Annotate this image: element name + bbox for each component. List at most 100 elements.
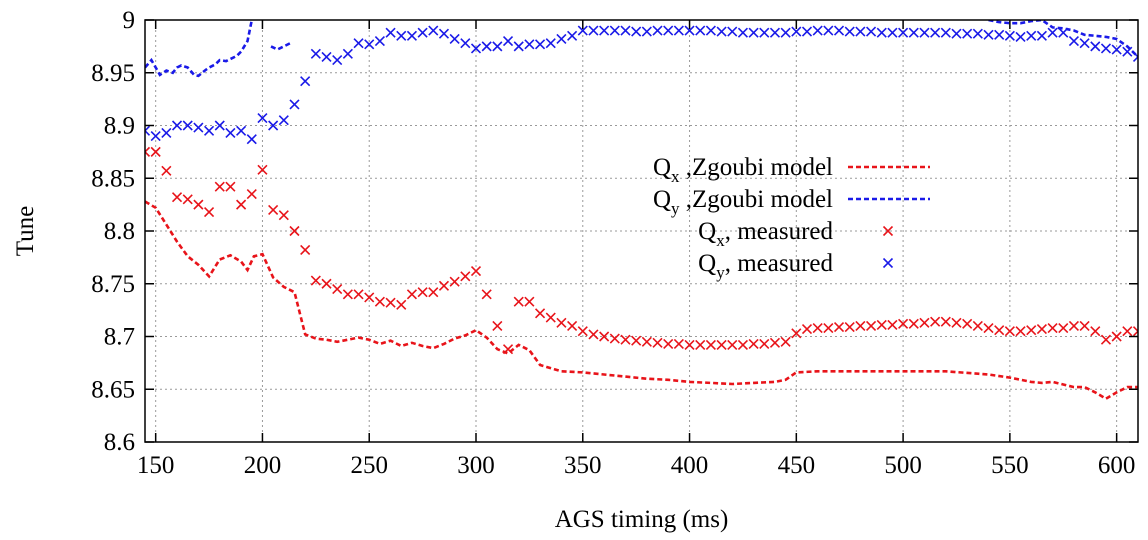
qx_measured-point — [396, 299, 407, 310]
qy_measured-point — [193, 122, 204, 133]
qx_measured-point — [631, 335, 642, 346]
qx_measured-point — [833, 321, 845, 333]
qx_measured-point — [374, 296, 385, 307]
qy_measured-point — [145, 125, 151, 136]
qx_measured-point — [246, 189, 257, 200]
qx_measured-point — [438, 280, 450, 291]
qy_measured-point — [663, 25, 674, 36]
qx_measured-point — [727, 339, 738, 351]
qy_measured-point — [171, 120, 183, 131]
qy_measured-point — [268, 120, 279, 131]
qy_measured-point — [556, 33, 567, 45]
x-tick-label: 400 — [671, 452, 709, 479]
qx_measured-point — [502, 344, 514, 355]
qx_measured-point — [481, 289, 492, 300]
qx_measured-point — [470, 266, 482, 277]
qy_measured-point — [567, 30, 578, 41]
qx_measured-point — [332, 283, 343, 295]
qx_measured-point — [342, 289, 353, 300]
qx_measured-point — [161, 165, 172, 176]
qy_measured-point — [695, 25, 706, 36]
qx_measured-point — [919, 317, 930, 328]
qy_measured-point — [609, 25, 620, 36]
qy_measured-point — [727, 26, 738, 37]
qy_measured-point — [524, 39, 535, 50]
qy_measured-point — [513, 41, 524, 52]
qx_measured-point — [983, 322, 994, 334]
qy_measured-point — [684, 25, 695, 36]
x-tick-label: 500 — [884, 452, 922, 479]
qx_measured-point — [1015, 326, 1026, 337]
qy_measured-point — [801, 26, 813, 37]
qy_measured-point — [492, 41, 503, 52]
qy_measured-point — [502, 36, 514, 47]
qx_measured-point — [1090, 326, 1101, 337]
y-tick-label: 8.75 — [91, 271, 135, 298]
qx_measured-point — [385, 297, 396, 308]
qx_measured-point — [1132, 326, 1138, 337]
qx_measured-point — [994, 325, 1005, 336]
qy_measured-point — [1111, 44, 1122, 55]
qx_measured-point — [620, 334, 631, 345]
qy_measured-point — [1068, 36, 1080, 47]
y-tick-label: 8.7 — [104, 324, 135, 351]
x-tick-label: 250 — [350, 452, 388, 479]
qy_measured-point — [1090, 41, 1101, 52]
qx_measured-point — [652, 337, 663, 348]
qy_measured-point — [716, 26, 727, 37]
qx_measured-series — [145, 146, 1138, 355]
qy_measured-point — [876, 27, 887, 38]
qx_measured-point — [417, 287, 428, 298]
legend-label-text: , measured — [725, 218, 834, 245]
qy_measured-point — [823, 25, 834, 36]
qy_measured-series — [145, 25, 1138, 145]
qy_measured-point — [577, 25, 588, 36]
qx_measured-point — [844, 321, 855, 333]
qx_measured-point — [1100, 334, 1112, 345]
qy_measured-point — [1132, 51, 1138, 62]
qy_measured-point — [812, 25, 823, 36]
qy_measured-point — [545, 38, 556, 49]
legend-label: Qx ,Zgoubi model — [653, 154, 833, 186]
legend-label: Qy ,Zgoubi model — [653, 186, 833, 218]
legend-label: Qx, measured — [698, 218, 833, 250]
legend-item: Qx ,Zgoubi model — [653, 154, 930, 186]
legend-item: Qx, measured — [698, 218, 894, 250]
qx_measured-point — [588, 329, 599, 340]
legend-label-text: , measured — [725, 250, 834, 277]
y-tick-label: 8.85 — [91, 165, 135, 192]
qx_measured-point — [257, 164, 268, 175]
qy_measured-point — [534, 39, 546, 50]
qy_measured-point — [887, 27, 898, 38]
legend-swatch-cross — [882, 257, 894, 269]
qx_measured-point — [695, 339, 706, 351]
legend-label-symbol: Q — [698, 250, 716, 277]
qy_measured-point — [972, 28, 983, 39]
qy_measured-point — [161, 127, 172, 138]
qy_measured-point — [321, 51, 332, 62]
qx_measured-point — [353, 289, 364, 300]
qy_measured-point — [1004, 30, 1015, 41]
qy_measured-point — [780, 27, 791, 38]
x-tick-label: 200 — [244, 452, 282, 479]
qx_measured-point — [812, 322, 823, 334]
qx_measured-point — [556, 317, 567, 328]
qx_measured-point — [406, 289, 418, 300]
qx_measured-point — [150, 146, 161, 157]
qy_measured-point — [962, 28, 973, 39]
y-axis-title: Tune — [12, 206, 39, 257]
qx_measured-point — [887, 319, 898, 330]
x-tick-label: 550 — [991, 452, 1029, 479]
qx_measured-point — [951, 317, 962, 328]
qy_measured-point — [342, 48, 353, 59]
qy_model-series — [145, 20, 1138, 78]
qy_measured-point — [898, 27, 909, 38]
qy_measured-point — [1026, 30, 1037, 41]
qx_measured-point — [663, 338, 674, 349]
qy_measured-point — [150, 130, 161, 142]
qx_measured-point — [300, 244, 311, 256]
qx_measured-point — [791, 328, 802, 339]
qx_measured-point — [1047, 322, 1058, 334]
legend-label-subscript: y — [671, 199, 680, 218]
